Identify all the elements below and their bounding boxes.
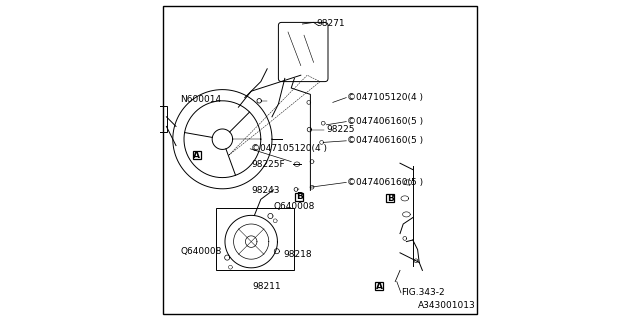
Text: 98243: 98243	[251, 186, 280, 195]
Text: N600014: N600014	[180, 95, 221, 104]
Bar	[216, 208, 294, 270]
Text: A343001013: A343001013	[417, 301, 475, 310]
Text: 98271: 98271	[317, 20, 346, 28]
Text: 98218: 98218	[283, 250, 312, 259]
Text: A: A	[193, 151, 200, 160]
Text: A: A	[376, 282, 383, 291]
Text: FIG.343-2: FIG.343-2	[402, 288, 445, 297]
Text: B: B	[296, 192, 303, 201]
Text: ©047406160(5 ): ©047406160(5 )	[347, 178, 423, 187]
Bar	[387, 194, 394, 203]
Text: 98225: 98225	[326, 125, 355, 134]
Text: Q640008: Q640008	[274, 202, 315, 211]
Text: ©047406160(5 ): ©047406160(5 )	[347, 117, 423, 126]
Text: 98225F: 98225F	[251, 160, 285, 169]
Text: ©047105120(4 ): ©047105120(4 )	[251, 144, 327, 153]
Text: B: B	[387, 194, 394, 203]
Bar	[193, 151, 201, 159]
Text: Q640008: Q640008	[181, 247, 222, 256]
Text: ©047105120(4 ): ©047105120(4 )	[347, 93, 423, 102]
Bar	[295, 193, 303, 201]
Bar	[375, 282, 383, 291]
Text: ©047406160(5 ): ©047406160(5 )	[347, 136, 423, 145]
Text: 98211: 98211	[253, 282, 282, 291]
